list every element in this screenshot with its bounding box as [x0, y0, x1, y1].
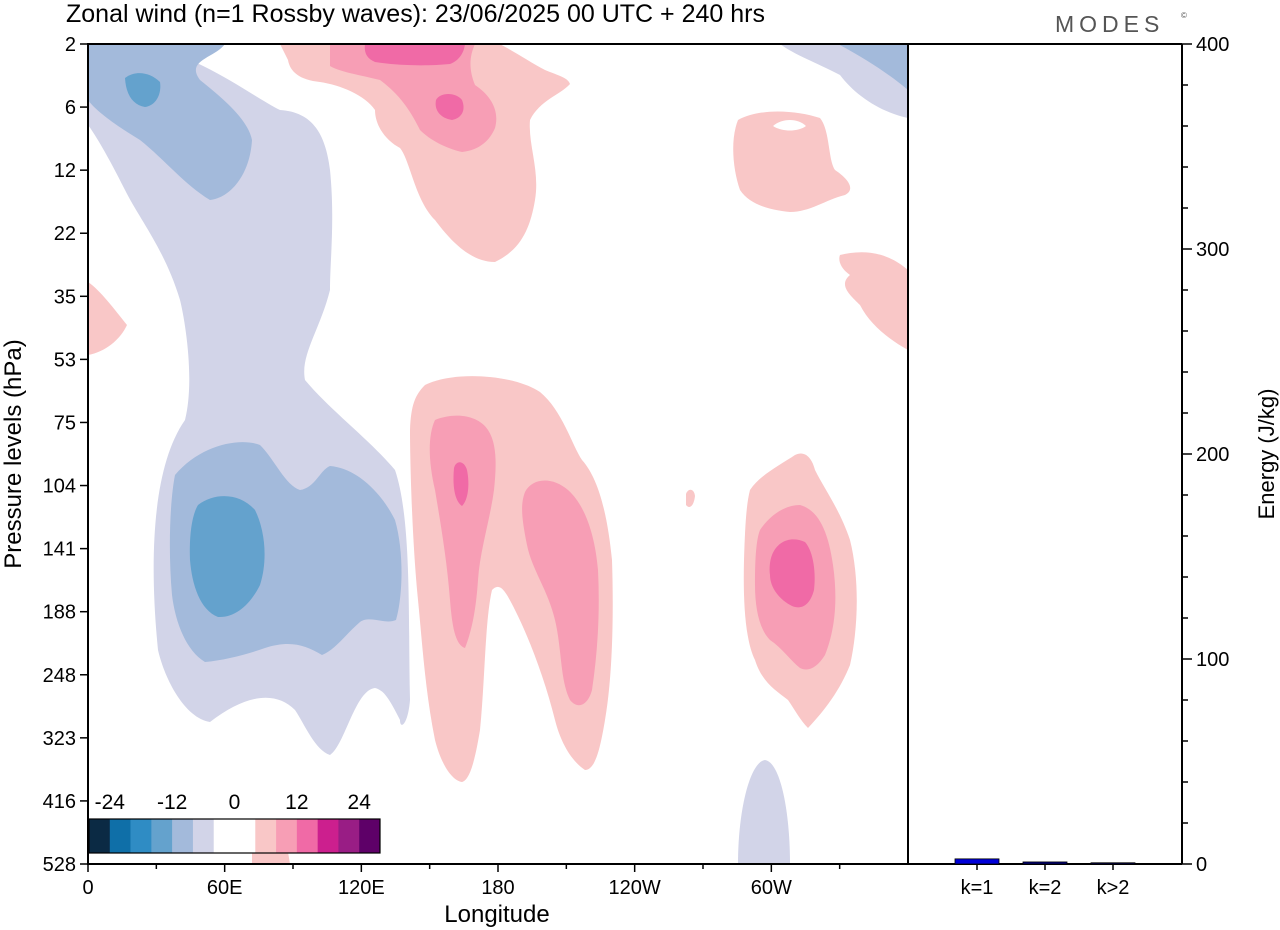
energy-bar — [1022, 861, 1068, 865]
colorbar-frame — [88, 818, 381, 854]
y-axis-label: Pressure levels (hPa) — [0, 339, 27, 568]
x-tick-label: 120W — [609, 877, 661, 899]
energy-category-label: k>2 — [1097, 877, 1130, 899]
colorbar-swatch — [109, 819, 131, 853]
energy-category-label: k=1 — [961, 877, 994, 899]
contour-neg-dark — [189, 496, 265, 618]
x-tick-label: 120E — [338, 877, 385, 899]
energy-tick-label: 100 — [1196, 649, 1229, 671]
colorbar-swatch — [317, 819, 339, 853]
colorbar-swatch — [276, 819, 298, 853]
energy-category-label: k=2 — [1029, 877, 1062, 899]
energy-bars: k=1 k=2 k>2 — [954, 858, 1136, 899]
contour-pos-mid — [429, 415, 496, 648]
x-axis-label: Longitude — [444, 901, 549, 928]
energy-bar — [1090, 862, 1136, 865]
contour-hole — [773, 120, 806, 131]
energy-bar — [954, 858, 1000, 865]
contour-neg-light — [738, 760, 790, 864]
colorbar-legend: -24 -12 0 12 24 — [88, 791, 381, 854]
y-tick-label: 22 — [54, 223, 76, 245]
colorbar-swatch — [151, 819, 173, 853]
y-tick-label: 12 — [54, 160, 76, 182]
contour-pos-light — [280, 44, 570, 262]
contour-pos-light — [88, 282, 127, 355]
longitude-axis: 0 60E 120E 180 120W 60W — [82, 864, 841, 899]
x-tick-label: 60W — [751, 877, 792, 899]
colorbar-swatch — [296, 819, 318, 853]
energy-tick-label: 400 — [1196, 34, 1229, 56]
energy-axis: 0 100 200 300 400 — [1182, 34, 1229, 876]
contour-neg-dark — [125, 73, 161, 107]
y-tick-label: 2 — [65, 34, 76, 56]
colorbar-swatch — [130, 819, 152, 853]
energy-tick-label: 300 — [1196, 239, 1229, 261]
y-tick-label: 35 — [54, 286, 76, 308]
contour-pos-light — [686, 489, 695, 507]
colorbar-swatch — [338, 819, 360, 853]
energy-axis-label: Energy (J/kg) — [1254, 389, 1279, 520]
colorbar-swatch — [89, 819, 111, 853]
colorbar-swatch — [359, 819, 381, 853]
colorbar-swatch — [192, 819, 215, 853]
colorbar-tick-label: 12 — [285, 791, 308, 814]
colorbar-swatch — [213, 819, 235, 853]
contour-pos-dark — [453, 462, 469, 506]
y-tick-label: 104 — [43, 476, 76, 498]
colorbar-tick-label: -12 — [157, 791, 187, 814]
colorbar-tick-label: -24 — [95, 791, 126, 814]
brand-logo: MODES — [1055, 11, 1164, 37]
colorbar-swatch — [255, 819, 277, 853]
contour-pos-light — [839, 252, 908, 350]
y-tick-label: 416 — [43, 791, 76, 813]
colorbar-tick-label: 24 — [348, 791, 372, 814]
chart-title: Zonal wind (n=1 Rossby waves): 23/06/202… — [66, 0, 765, 28]
colorbar-swatch — [172, 819, 194, 853]
y-tick-label: 141 — [43, 539, 76, 561]
x-tick-label: 0 — [82, 877, 93, 899]
energy-tick-label: 200 — [1196, 444, 1229, 466]
contour-pos-mid — [330, 44, 497, 152]
contour-neg-mid — [838, 44, 908, 90]
y-tick-label: 75 — [54, 412, 76, 434]
colorbar-tick-label: 0 — [229, 791, 241, 814]
y-tick-label: 188 — [43, 602, 76, 624]
brand-mark: © — [1181, 11, 1187, 20]
y-tick-label: 528 — [43, 854, 76, 876]
contour-pos-dark — [364, 44, 465, 66]
y-tick-label: 248 — [43, 665, 76, 687]
contour-pos-dark — [435, 94, 464, 120]
x-tick-label: 180 — [481, 877, 514, 899]
pressure-axis: 2 6 12 22 35 53 75 104 141 188 248 323 416 528 — [43, 34, 88, 876]
contour-pos-mid — [522, 480, 599, 706]
colorbar-swatch — [234, 819, 256, 853]
contour-field — [88, 44, 908, 864]
y-tick-label: 323 — [43, 728, 76, 750]
energy-tick-label: 0 — [1196, 854, 1207, 876]
y-tick-label: 53 — [54, 349, 76, 371]
contour-pos-dark — [769, 539, 815, 608]
x-tick-label: 60E — [207, 877, 243, 899]
contour-pos-light — [733, 111, 851, 212]
y-tick-label: 6 — [65, 97, 76, 119]
